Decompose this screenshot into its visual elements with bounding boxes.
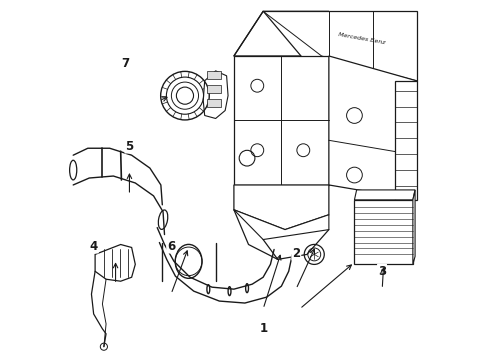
Text: 3: 3 (377, 265, 386, 278)
Text: 5: 5 (125, 140, 133, 153)
Polygon shape (263, 11, 416, 81)
Polygon shape (233, 56, 328, 185)
Text: 4: 4 (89, 240, 98, 253)
Polygon shape (394, 81, 416, 200)
Text: Mercedes Benz: Mercedes Benz (337, 32, 385, 46)
Polygon shape (233, 11, 328, 56)
Polygon shape (328, 56, 416, 200)
Polygon shape (354, 190, 414, 200)
Polygon shape (95, 244, 135, 281)
Polygon shape (354, 200, 412, 264)
Text: 1: 1 (260, 322, 267, 335)
Text: 2: 2 (292, 247, 300, 260)
Polygon shape (233, 210, 328, 239)
Bar (206, 71, 221, 79)
Polygon shape (203, 71, 227, 118)
Bar (206, 85, 221, 93)
Bar (206, 99, 221, 107)
Text: 7: 7 (121, 57, 129, 71)
Polygon shape (412, 190, 414, 264)
Polygon shape (233, 185, 328, 230)
Text: 6: 6 (167, 240, 175, 253)
